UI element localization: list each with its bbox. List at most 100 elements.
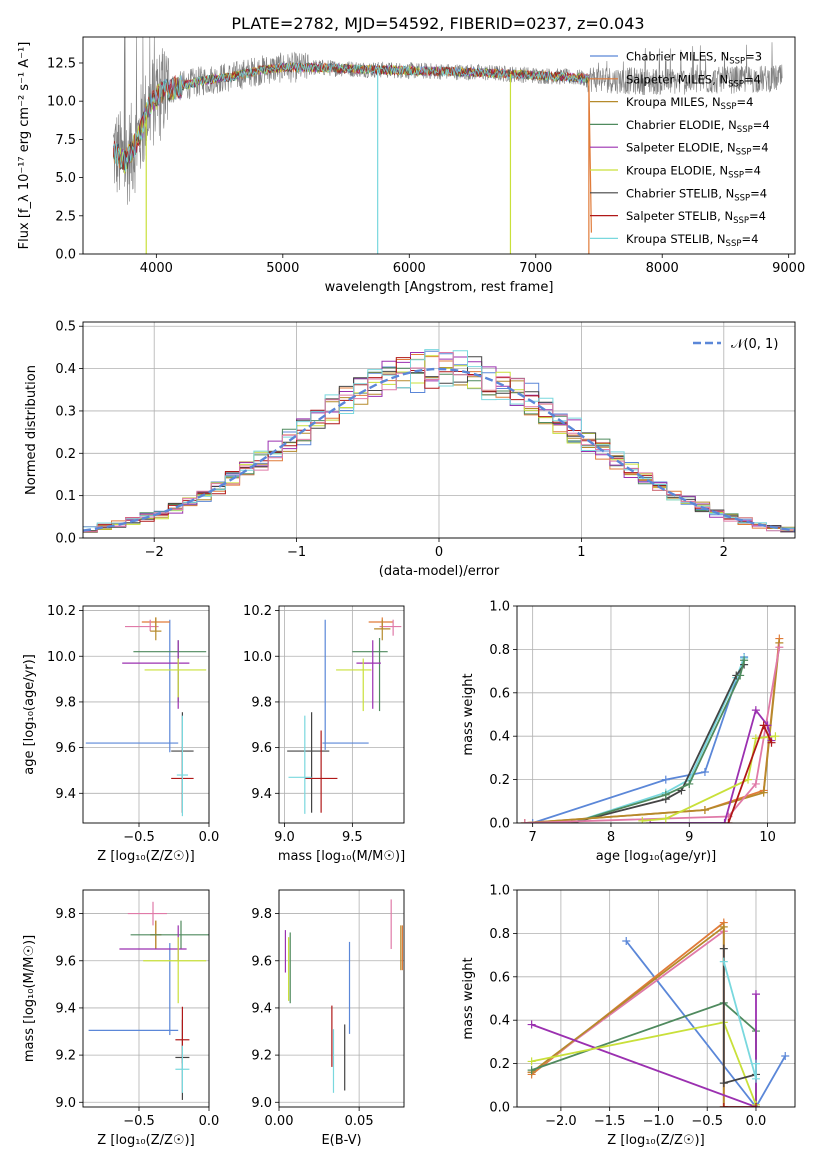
y-tick-label: 9.6 bbox=[251, 954, 272, 969]
y-tick-label: 9.8 bbox=[55, 695, 76, 710]
mass-weight-marker bbox=[719, 957, 728, 966]
y-axis-label: Normed distribution bbox=[24, 365, 39, 495]
mass-weight-marker bbox=[744, 775, 753, 784]
plot-area bbox=[284, 899, 403, 1093]
mass-weight-line bbox=[524, 647, 781, 823]
y-axis-label: Flux [f_λ 10⁻¹⁷ erg cm⁻² s⁻¹ A⁻¹] bbox=[17, 42, 32, 250]
x-tick-label: 0 bbox=[435, 545, 443, 560]
x-axis-label: age [log₁₀(age/yr)] bbox=[596, 849, 717, 864]
model-tail-line bbox=[588, 79, 592, 233]
y-tick-label: 0.0 bbox=[55, 532, 76, 547]
model-spectrum-line bbox=[113, 62, 590, 171]
mass-weight-marker bbox=[719, 1103, 728, 1107]
axes-frame bbox=[82, 889, 210, 1108]
mass-weight-marker bbox=[638, 816, 647, 823]
mass-weight-marker bbox=[520, 819, 529, 823]
mass-weight-marker bbox=[724, 819, 733, 823]
axes-frame bbox=[278, 889, 405, 1108]
legend-label: Chabrier MILES, NSSP=3 bbox=[626, 50, 762, 67]
legend-label: Kroupa STELIB, NSSP=4 bbox=[626, 232, 758, 249]
legend-count: =4 bbox=[750, 186, 767, 200]
legend-count: =4 bbox=[744, 164, 761, 178]
axes-frame bbox=[82, 36, 796, 255]
y-tick-label: 9.0 bbox=[55, 1096, 76, 1111]
legend-count: =4 bbox=[744, 72, 761, 86]
y-tick-label: 10.0 bbox=[47, 650, 76, 665]
y-tick-label: 9.2 bbox=[251, 1049, 272, 1064]
plot-area bbox=[83, 349, 795, 533]
y-tick-label: 0.8 bbox=[489, 643, 510, 658]
axes-frame bbox=[278, 605, 405, 824]
x-tick-label: −1 bbox=[287, 545, 306, 560]
mass-weight-marker bbox=[527, 1066, 536, 1075]
y-tick-label: 7.5 bbox=[55, 133, 76, 148]
residual-histogram-panel: −2 −1 0 1 2 0.0 0.1 0.2 0.3 0.4 0.5 (data-model)/er… bbox=[24, 320, 796, 579]
model-spectrum-line bbox=[113, 61, 590, 170]
y-tick-label: 0.2 bbox=[489, 773, 510, 788]
mass-weight-line bbox=[524, 642, 781, 823]
mass-weight-marker bbox=[700, 805, 709, 814]
mass-weight-marker bbox=[622, 936, 631, 945]
legend-count: =4 bbox=[749, 209, 766, 223]
y-tick-label: 9.8 bbox=[55, 907, 76, 922]
x-tick-label: 9.0 bbox=[274, 830, 295, 845]
mass-weight-marker bbox=[751, 1103, 760, 1107]
legend-count: =3 bbox=[745, 50, 762, 64]
mass-weight-marker bbox=[720, 819, 729, 823]
mass-weight-marker bbox=[736, 671, 745, 680]
y-tick-label: 1.0 bbox=[489, 600, 510, 615]
x-tick-label: 7 bbox=[529, 830, 537, 845]
legend-label: Kroupa MILES, NSSP=4 bbox=[626, 95, 753, 112]
x-axis-label: Z [log₁₀(Z/Z☉)] bbox=[607, 1133, 704, 1148]
plot-area bbox=[520, 634, 784, 823]
y-tick-label: 0.4 bbox=[55, 362, 76, 377]
y-tick-label: 0.4 bbox=[489, 730, 510, 745]
axes-frame bbox=[516, 605, 796, 824]
legend-label: 𝒩(0, 1) bbox=[731, 337, 778, 352]
plot-area bbox=[287, 617, 402, 814]
x-tick-label: 4000 bbox=[140, 261, 173, 276]
x-tick-label: 9.5 bbox=[342, 830, 363, 845]
y-tick-label: 0.8 bbox=[489, 927, 510, 942]
mass-weight-marker bbox=[751, 990, 760, 999]
x-tick-label: −2.0 bbox=[545, 1114, 577, 1129]
mass-weight-vs-age-panel: 7 8 9 10 0.0 0.2 0.4 0.6 0.8 1.0 age [log₁₀(age/yr… bbox=[461, 600, 796, 864]
y-tick-label: 0.2 bbox=[489, 1057, 510, 1072]
model-spectrum-line bbox=[113, 62, 590, 170]
y-tick-label: 5.0 bbox=[55, 171, 76, 186]
legend-label: Chabrier ELODIE, NSSP=4 bbox=[626, 118, 770, 135]
mass-weight-marker bbox=[700, 768, 709, 777]
y-tick-label: 9.2 bbox=[55, 1049, 76, 1064]
mass-weight-marker bbox=[740, 656, 749, 665]
y-tick-label: 9.8 bbox=[251, 907, 272, 922]
legend-count: =4 bbox=[736, 95, 753, 109]
mass-weight-line bbox=[532, 656, 745, 823]
y-tick-label: 12.5 bbox=[47, 56, 76, 71]
mass-weight-line bbox=[571, 660, 745, 823]
mass-weight-marker bbox=[759, 721, 768, 730]
mass-vs-ebv-panel: 0.00 0.05 9.0 9.2 9.4 9.6 9.8 E(B-V) bbox=[251, 889, 405, 1148]
x-axis-label: E(B-V) bbox=[321, 1133, 361, 1148]
y-tick-label: 9.0 bbox=[251, 1096, 272, 1111]
legend-label: Kroupa ELODIE, NSSP=4 bbox=[626, 164, 761, 181]
spectrum-panel: 4000 5000 6000 7000 8000 9000 0.0 2.5 5.0 7.5 10.0… bbox=[17, 36, 805, 295]
legend-subscript: SSP bbox=[728, 171, 744, 181]
mass-weight-marker bbox=[661, 775, 670, 784]
mass-weight-marker bbox=[751, 706, 760, 715]
legend-subscript: SSP bbox=[733, 216, 749, 226]
y-tick-label: 0.3 bbox=[55, 404, 76, 419]
x-tick-label: 0.0 bbox=[746, 1114, 767, 1129]
mass-weight-vs-metallicity-panel: −2.0 −1.5 −1.0 −0.5 0.0 0.0 0.2 0.4 0.6 0.8 1.0 Z [… bbox=[461, 884, 796, 1148]
x-axis-label: (data-model)/error bbox=[379, 564, 500, 579]
x-tick-label: 6000 bbox=[393, 261, 426, 276]
y-tick-label: 0.6 bbox=[489, 686, 510, 701]
y-tick-label: 9.4 bbox=[55, 787, 76, 802]
mass-weight-line bbox=[571, 664, 745, 823]
x-axis-label: mass [log₁₀(M/M☉)] bbox=[278, 849, 405, 864]
model-spectrum-line bbox=[113, 62, 590, 167]
x-tick-label: 5000 bbox=[266, 261, 299, 276]
x-tick-label: 0.0 bbox=[199, 1114, 220, 1129]
mass-weight-marker bbox=[751, 1059, 760, 1068]
mass-weight-line bbox=[625, 940, 786, 1107]
